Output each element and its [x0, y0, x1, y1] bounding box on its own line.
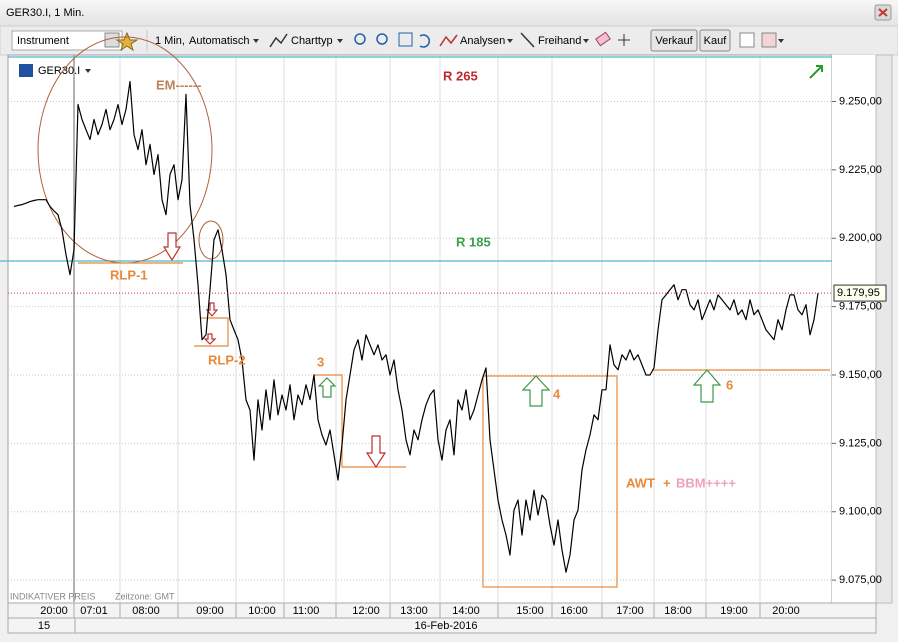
level-box	[482, 375, 618, 588]
dropdown-arrow	[507, 39, 513, 43]
analyses[interactable]: Analysen	[460, 35, 505, 47]
timezone: Zeitzone: GMT	[115, 591, 175, 601]
freehand-icon	[520, 32, 535, 48]
refresh-icon[interactable]	[419, 34, 430, 48]
buy-button[interactable]	[699, 29, 731, 52]
x-tick-label: 13:00	[400, 605, 428, 617]
series	[13, 80, 819, 573]
down-arrow	[365, 435, 387, 469]
y-tick-label: 9.225,00	[839, 164, 882, 176]
x-tick-label: 20:00	[40, 605, 68, 617]
last-price-label: 9.179,95	[837, 287, 880, 299]
analysis-icon	[439, 34, 458, 47]
buy-label: Kauf	[704, 35, 728, 47]
date-label: 16-Feb-2016	[415, 620, 478, 632]
date-label: 15	[38, 620, 50, 632]
status-icon	[809, 65, 823, 79]
y-tick-label: 9.250,00	[839, 95, 882, 107]
annotation: RLP-2	[208, 352, 246, 367]
scrollbar[interactable]	[875, 54, 893, 604]
freehand[interactable]: Freihand	[538, 35, 581, 47]
y-axis-area	[832, 55, 876, 603]
charttype-icon	[269, 33, 288, 48]
arrows	[162, 232, 722, 469]
x-tick-label: 15:00	[516, 605, 544, 617]
x-tick-label: 20:00	[772, 605, 800, 617]
y-tick-label: 9.175,00	[839, 301, 882, 313]
instrument-placeholder: Instrument	[17, 35, 69, 47]
up-arrow	[692, 369, 722, 403]
annotation: 6	[726, 377, 733, 392]
sell-button[interactable]	[650, 29, 698, 52]
x-tick-label: 09:00	[196, 605, 224, 617]
price-line	[13, 80, 819, 573]
annotation: RLP-1	[110, 267, 148, 282]
zoom-out[interactable]	[376, 33, 388, 45]
annotation: R 265	[443, 68, 478, 83]
down-arrow	[162, 232, 182, 262]
plot-area	[7, 54, 833, 604]
level-boxes	[78, 262, 830, 588]
settings-icon[interactable]	[739, 32, 755, 48]
y-tick-label: 9.075,00	[839, 574, 882, 586]
annotation: 3	[317, 354, 324, 369]
y-tick-label: 9.150,00	[839, 369, 882, 381]
circle-mark	[198, 220, 224, 260]
mode[interactable]: Automatisch	[189, 35, 250, 47]
x-tick-label: 18:00	[664, 605, 692, 617]
up-arrow	[521, 375, 551, 407]
eraser-icon[interactable]	[595, 31, 611, 47]
up-arrow	[317, 377, 337, 398]
interval[interactable]: 1 Min,	[155, 35, 185, 47]
annotation: BBM++++	[676, 475, 736, 490]
title-bar	[0, 0, 898, 26]
dropdown-arrow	[778, 39, 784, 43]
dropdown-arrow	[583, 39, 589, 43]
level-box	[313, 374, 406, 468]
level-box	[194, 317, 229, 347]
price-kind: INDIKATIVER PREIS	[10, 591, 95, 601]
x-tick-label: 12:00	[352, 605, 380, 617]
fit-icon[interactable]	[398, 32, 413, 47]
symbol: GER30.I	[38, 65, 80, 77]
dropdown-arrow	[253, 39, 259, 43]
zoom-in[interactable]	[354, 33, 366, 45]
x-tick-label: 07:01	[80, 605, 108, 617]
symbol-icon	[19, 64, 33, 77]
x-tick-label: 10:00	[248, 605, 276, 617]
sell-label: Verkauf	[655, 35, 693, 47]
last-price-box	[833, 284, 887, 302]
grid	[8, 55, 832, 602]
y-tick-label: 9.100,00	[839, 506, 882, 518]
y-tick-label: 9.200,00	[839, 232, 882, 244]
x-tick-label: 16:00	[560, 605, 588, 617]
print-icon[interactable]	[761, 32, 777, 48]
close-icon	[878, 8, 888, 17]
x-tick-label: 08:00	[132, 605, 160, 617]
crosshair-icon[interactable]	[618, 34, 630, 46]
x-tick-label: 17:00	[616, 605, 644, 617]
annotation: 4	[553, 386, 561, 401]
dropdown-arrow	[337, 39, 343, 43]
annotation: +	[663, 475, 671, 490]
annotation: R 185	[456, 234, 491, 249]
window-title: GER30.I, 1 Min.	[6, 7, 84, 19]
y-tick-label: 9.125,00	[839, 437, 882, 449]
x-tick-label: 11:00	[293, 605, 320, 617]
date-axis	[7, 617, 877, 634]
annotation: EM------	[156, 77, 201, 92]
down-arrow	[205, 302, 219, 317]
annotation: AWT	[626, 475, 655, 490]
x-tick-label: 19:00	[720, 605, 748, 617]
x-tick-label: 14:00	[452, 605, 480, 617]
chart-type[interactable]: Charttyp	[291, 35, 333, 47]
down-arrow	[203, 333, 217, 345]
favorite-icon[interactable]	[115, 31, 139, 52]
dropdown-arrow	[85, 69, 91, 73]
